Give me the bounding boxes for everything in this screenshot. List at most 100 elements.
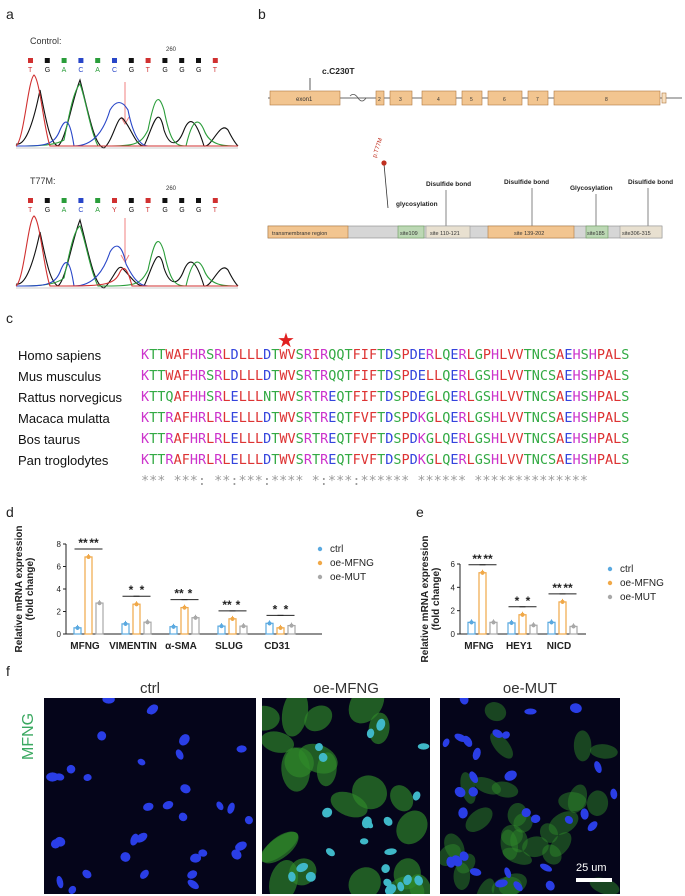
nucleus xyxy=(530,814,541,823)
base-call: C xyxy=(78,67,83,74)
domain-site-110-121 xyxy=(425,225,471,239)
base-call: A xyxy=(95,67,100,74)
mutation-lollipop xyxy=(381,160,387,166)
legend-marker xyxy=(317,560,323,566)
nucleus xyxy=(412,791,421,801)
category-label: MFNG xyxy=(464,641,494,652)
nucleus xyxy=(501,731,510,739)
nucleus xyxy=(362,818,374,829)
nucleus xyxy=(187,879,199,890)
nucleus xyxy=(137,758,146,766)
base-call: G xyxy=(129,67,134,74)
base-call: G xyxy=(196,207,201,214)
bar-oe-MFNG xyxy=(518,614,527,635)
nucleus xyxy=(397,881,405,892)
nucleus xyxy=(417,743,430,750)
legend-label: oe-MUT xyxy=(330,572,366,583)
significance-label: ** xyxy=(483,552,493,566)
nucleus xyxy=(56,875,64,889)
scale-bar-label: 25 um xyxy=(576,862,607,874)
nucleus xyxy=(469,868,482,876)
significance-label: ** xyxy=(78,536,88,550)
base-call: C xyxy=(112,67,117,74)
exon-3 xyxy=(389,90,413,106)
significance-label: * xyxy=(140,583,145,597)
nucleus xyxy=(179,734,190,746)
nucleus xyxy=(504,867,512,878)
base-call: T xyxy=(213,67,218,74)
nucleus xyxy=(97,731,107,741)
cytoplasm xyxy=(465,807,493,832)
base-marker xyxy=(112,58,117,63)
svg-text:site 139-202: site 139-202 xyxy=(514,231,544,237)
chart-d: Relative mRNA expression (fold change) 0 2 4… xyxy=(14,526,374,653)
svg-text:4: 4 xyxy=(437,97,440,103)
image-ctrl xyxy=(44,698,256,894)
category-label: VIMENTIN xyxy=(109,641,157,652)
cytoplasm xyxy=(281,747,310,792)
mutant-label: T77M: xyxy=(30,176,56,186)
cytoplasm xyxy=(491,781,519,798)
base-call: A xyxy=(62,67,67,74)
nucleus xyxy=(318,752,328,762)
exon-2 xyxy=(375,90,385,106)
significance-label: * xyxy=(526,594,531,608)
base-marker xyxy=(44,58,50,63)
sequence-alignment: ★ Homo sapiens Mus musculus Rattus norvegi… xyxy=(0,330,685,489)
species-label: Rattus norvegicus xyxy=(18,390,123,405)
species-label: Mus musculus xyxy=(18,369,102,384)
y-axis-label: Relative mRNA expression xyxy=(14,526,25,653)
cytoplasm xyxy=(539,823,558,843)
bar-oe-MFNG xyxy=(228,618,237,635)
cytoplasm xyxy=(352,775,387,810)
cytoplasm xyxy=(262,831,299,863)
base-call: T xyxy=(146,67,151,74)
domain-site185 xyxy=(585,225,609,239)
y-tick-label: 2 xyxy=(451,607,456,616)
base-call: A xyxy=(62,207,67,214)
base-marker xyxy=(162,58,168,63)
svg-text:7: 7 xyxy=(536,97,539,103)
nucleus xyxy=(227,802,235,814)
domain-site-139-202 xyxy=(487,225,575,239)
base-call: Y xyxy=(112,207,117,214)
nucleus xyxy=(140,869,149,879)
cytoplasm xyxy=(490,732,513,759)
cytoplasm xyxy=(558,792,587,812)
category-label: HEY1 xyxy=(506,641,533,652)
cytoplasm xyxy=(262,705,280,731)
svg-text:6: 6 xyxy=(503,97,506,103)
mutation-star-icon: ★ xyxy=(277,330,295,352)
cytoplasm xyxy=(453,862,471,890)
nucleus xyxy=(66,764,76,774)
control-position: 260 xyxy=(166,47,177,53)
nucleus xyxy=(495,879,508,888)
nucleus xyxy=(296,862,309,873)
nucleus xyxy=(383,878,392,887)
legend-label: ctrl xyxy=(330,544,343,555)
glycosylation-label-1: glycosylation xyxy=(396,201,438,208)
sequence-row: KTTRAFHRLRLELLLDTWVSRTREQTFVFTDSPDKGLQER… xyxy=(141,431,630,447)
bar-oe-MFNG xyxy=(132,603,141,635)
svg-text:site 110-121: site 110-121 xyxy=(430,231,460,237)
chart-e: Relative mRNA expression (fold change) 0 2 4… xyxy=(420,536,664,662)
exon-1 xyxy=(269,90,341,106)
nucleus xyxy=(459,698,469,705)
cytoplasm xyxy=(475,878,495,894)
nucleus xyxy=(587,821,598,832)
gene-structure-diagram: c.C230T exon1 2 3 4 5 6 7 8 p.T77M glyco… xyxy=(267,66,682,239)
panel-letter-a: a xyxy=(6,6,14,22)
domain-site306-315 xyxy=(619,225,663,239)
y-tick-label: 4 xyxy=(57,585,62,594)
base-marker xyxy=(78,58,84,63)
legend-marker xyxy=(607,566,613,572)
legend-label: oe-MFNG xyxy=(330,558,374,569)
y-tick-label: 2 xyxy=(57,608,62,617)
disulfide-label-1: Disulfide bond xyxy=(426,181,471,188)
glycosylation-label-2: Glycosylation xyxy=(570,185,613,192)
domain-site109 xyxy=(397,225,425,239)
nucleus xyxy=(325,848,335,857)
exon-5 xyxy=(461,90,483,106)
image-label-oe-mfng: oe-MFNG xyxy=(313,680,379,697)
legend-marker xyxy=(317,574,323,580)
